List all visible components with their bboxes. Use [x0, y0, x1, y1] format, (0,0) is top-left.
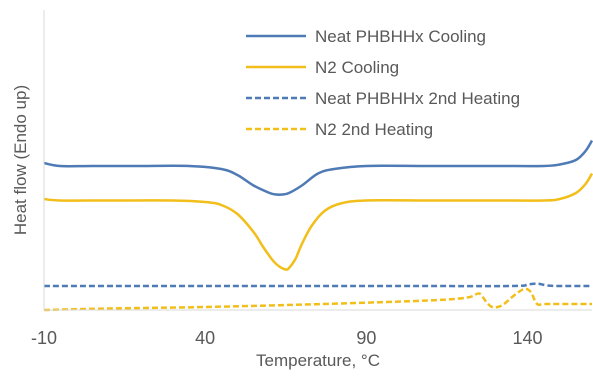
legend-label-0: Neat PHBHHx Cooling [315, 27, 486, 46]
series-line-1 [43, 172, 593, 271]
x-tick-label: 40 [195, 328, 215, 348]
legend-label-1: N2 Cooling [315, 58, 399, 77]
x-tick-label: 140 [513, 328, 543, 348]
legend-label-3: N2 2nd Heating [315, 120, 433, 139]
series-line-2 [43, 282, 593, 288]
x-tick-label: -10 [31, 328, 57, 348]
legend-label-2: Neat PHBHHx 2nd Heating [315, 89, 520, 108]
series-line-0 [43, 139, 593, 196]
legend: Neat PHBHHx Cooling N2 Cooling Neat PHBHHx… [246, 27, 520, 139]
y-axis-title: Heat flow (Endo up) [11, 85, 30, 235]
x-tick-label: 90 [356, 328, 376, 348]
series-line-3 [43, 287, 592, 312]
axes: -10 40 90 140 [31, 10, 592, 348]
plot-area [43, 139, 593, 312]
x-axis-title: Temperature, °C [256, 351, 380, 370]
